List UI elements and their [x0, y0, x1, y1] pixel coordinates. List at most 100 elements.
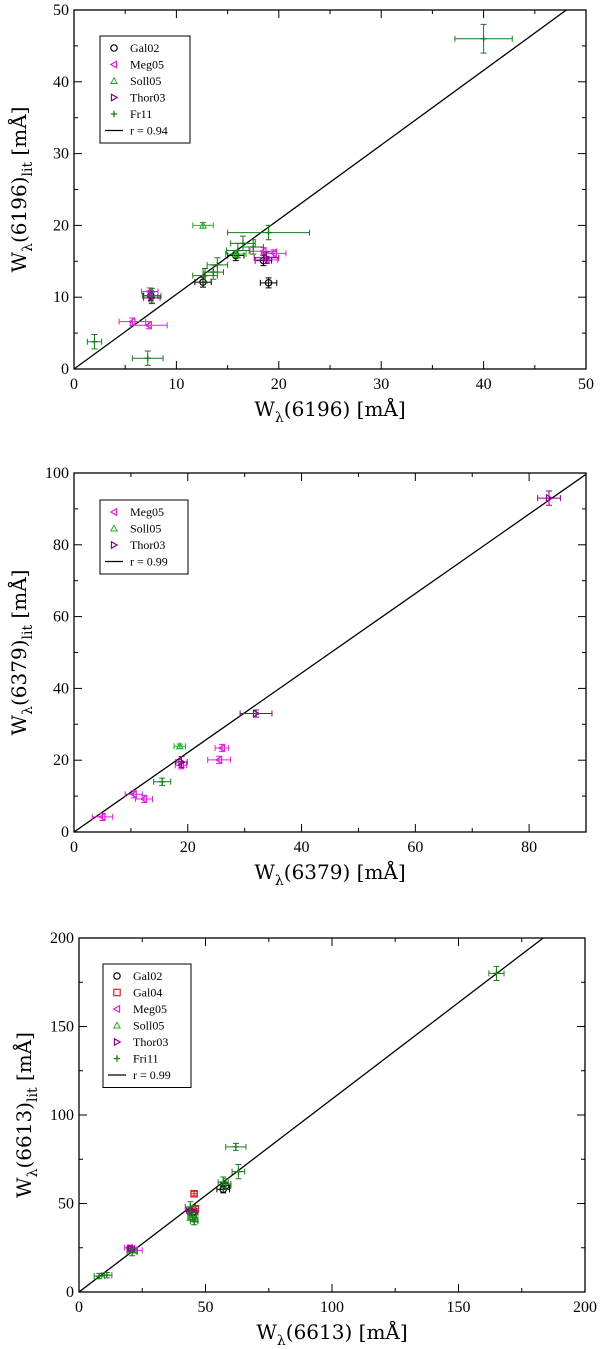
y-axis-label-main: W: [7, 714, 31, 735]
legend-marker: [109, 76, 119, 85]
legend-label: Gal04: [133, 986, 162, 1000]
error-bar: [175, 756, 188, 768]
x-axis-label-sub: λ: [277, 1333, 286, 1349]
legend: Gal02 Gal04 Meg05 Soll05 Thor03 Fri11 r = 0.99: [102, 963, 192, 1088]
series-soll05: [173, 741, 187, 750]
legend-label: Thor03: [130, 538, 165, 552]
legend-label: r = 0.94: [130, 124, 168, 138]
data-point: [210, 268, 217, 276]
legend-box: [102, 963, 192, 1088]
data-point: [190, 1218, 198, 1225]
data-point: [139, 794, 148, 804]
x-axis-label-rest: (6196) [mÅ]: [284, 396, 406, 421]
series-thor03: [175, 490, 561, 768]
y-axis-label: Wλ(6379)lit [mÅ]: [6, 570, 36, 736]
data-point: [129, 790, 137, 799]
y-tick-label: 40: [53, 680, 69, 697]
legend-marker: [113, 972, 121, 980]
y-axis-label-rest: [mÅ]: [6, 107, 31, 162]
x-tick-label: 20: [180, 839, 196, 856]
legend-label: Gal02: [130, 41, 159, 55]
y-axis-label-sub2: lit: [20, 162, 36, 177]
data-point: [250, 243, 257, 251]
chart-panel-3: 0 50 100 150 200 0 50 100 150 200 Gal02 Gal04 Meg05 S…: [11, 930, 597, 1349]
x-tick-label: 50: [578, 376, 594, 393]
y-axis-label-paren: (6196): [7, 177, 31, 244]
y-tick-label: 150: [50, 1019, 74, 1036]
error-bar: [91, 812, 114, 822]
y-tick-label: 50: [53, 2, 69, 19]
error-bar: [134, 794, 154, 804]
y-axis-label-rest: [mÅ]: [11, 1032, 36, 1087]
error-bar: [537, 490, 561, 506]
x-axis-label-main: W: [254, 397, 275, 421]
chart-panel-2: 0 20 40 60 80 0 20 40 60 80 100 Meg05 Soll05 Thor03 r …: [6, 465, 587, 889]
x-tick-label: 30: [373, 376, 389, 393]
legend-marker: [110, 44, 118, 52]
x-tick-label: 0: [70, 376, 78, 393]
data-point: [199, 278, 207, 286]
data-point: [222, 1180, 229, 1188]
legend-label: Fr11: [130, 107, 152, 121]
data-point: [187, 1203, 194, 1211]
data-point: [144, 320, 152, 330]
data-point: [148, 292, 156, 299]
x-tick-label: 40: [294, 839, 310, 856]
legend-label: r = 0.99: [130, 555, 168, 569]
y-axis-label-sub2: lit: [25, 1087, 41, 1102]
data-point: [190, 1189, 198, 1198]
plot-content: [74, 473, 586, 832]
legend-marker: [113, 1055, 121, 1062]
y-axis-label-main: W: [7, 251, 31, 272]
x-tick-label: 60: [407, 839, 423, 856]
error-bar: [129, 321, 168, 330]
legend: Gal02 Meg05 Soll05 Thor03 Fr11 r = 0.94: [99, 35, 191, 144]
legend-label: Soll05: [130, 74, 161, 88]
y-tick-label: 0: [66, 1284, 74, 1301]
legend-marker: [113, 988, 121, 997]
legend: Meg05 Soll05 Thor03 r = 0.99: [99, 499, 189, 575]
x-tick-label: 80: [521, 839, 537, 856]
legend-marker: [110, 540, 119, 550]
y-axis-label-sub: λ: [20, 243, 36, 252]
data-point: [232, 1143, 240, 1151]
y-tick-label: 20: [53, 217, 69, 234]
data-point: [127, 1244, 136, 1253]
fit-line: [79, 938, 545, 1292]
series-fr11: [86, 23, 513, 366]
legend-box: [99, 35, 191, 144]
y-axis-label-paren: (6613): [12, 1102, 36, 1169]
y-axis-label-sub: λ: [20, 706, 36, 715]
data-point: [265, 229, 272, 236]
x-axis-label-rest: (6379) [mÅ]: [284, 859, 406, 884]
error-bar: [239, 709, 273, 718]
x-tick-label: 200: [573, 1299, 597, 1316]
error-bar: [173, 743, 187, 750]
x-tick-label: 0: [70, 839, 78, 856]
data-point: [158, 778, 166, 785]
x-axis-label: Wλ(6196) [mÅ]: [254, 396, 405, 426]
x-axis-label: Wλ(6379) [mÅ]: [254, 859, 405, 889]
series-meg05: [118, 247, 287, 330]
x-axis-label-main: W: [256, 1320, 277, 1344]
y-tick-label: 0: [61, 824, 69, 841]
data-point: [263, 253, 271, 262]
x-axis-label-main: W: [254, 860, 275, 884]
y-tick-label: 40: [53, 74, 69, 91]
legend-label: Fri11: [133, 1052, 159, 1066]
legend-label: Soll05: [130, 522, 161, 536]
y-axis-label: Wλ(6613)lit [mÅ]: [11, 1032, 41, 1198]
fit-line: [74, 10, 568, 369]
legend-label: Soll05: [133, 1019, 164, 1033]
y-axis-label-main: W: [12, 1177, 36, 1198]
legend-marker: [109, 507, 118, 517]
data-point: [103, 1271, 111, 1279]
data-point: [128, 1248, 136, 1256]
x-tick-label: 150: [447, 1299, 471, 1316]
error-bar: [253, 251, 280, 264]
legend-marker: [112, 1004, 121, 1014]
data-point: [545, 493, 554, 503]
error-bar: [190, 1190, 198, 1197]
y-tick-label: 100: [45, 465, 69, 482]
